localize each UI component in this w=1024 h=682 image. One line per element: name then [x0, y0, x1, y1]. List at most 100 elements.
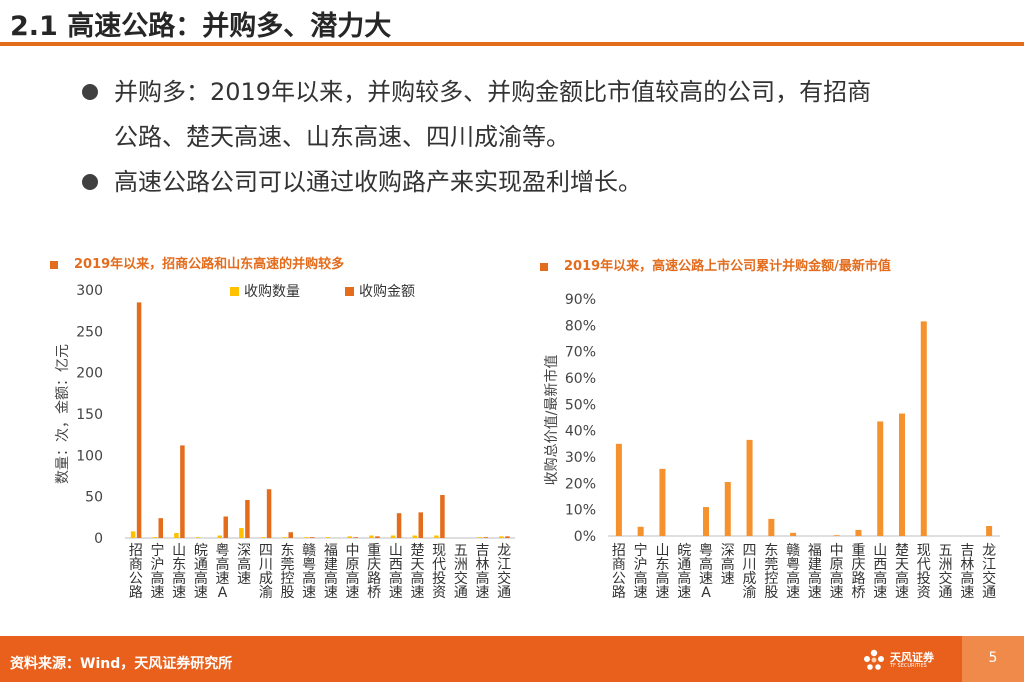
x-category-label: 建 [324, 557, 338, 573]
x-category-label: 代 [432, 557, 446, 573]
y-tick-label: 70% [565, 345, 596, 361]
y-tick-label: 40% [565, 424, 596, 440]
bar-amount [375, 536, 380, 538]
page-number-box: 5 [962, 636, 1024, 682]
x-category-label: 通 [939, 585, 953, 601]
bullet-item-1: 并购多：2019年以来，并购较多、并购金额比市值较高的公司，有招商 公路、楚天高… [82, 70, 982, 160]
bar-count [347, 536, 352, 538]
x-category-label: 桥 [367, 585, 381, 601]
y-tick-label: 20% [565, 476, 596, 492]
x-category-label: 速 [721, 571, 735, 587]
y-tick-label: 300 [76, 283, 103, 299]
bar-amount [483, 537, 488, 538]
bar-ratio [746, 439, 753, 536]
x-category-label: 高 [960, 570, 974, 587]
bar-ratio [790, 532, 797, 536]
x-category-label: 速 [194, 585, 208, 601]
x-category-label: 通 [194, 557, 208, 573]
x-category-label: 速 [389, 585, 403, 601]
x-category-label: 天 [411, 557, 425, 573]
x-category-label: 通 [454, 585, 468, 601]
x-category-label: 五 [454, 543, 468, 559]
title-underline [0, 42, 1024, 46]
y-axis-label: 收购总价值/最新市值 [543, 355, 560, 486]
x-category-label: 高 [216, 556, 230, 573]
x-category-label: 深 [237, 543, 251, 559]
x-category-label: 莞 [281, 557, 295, 573]
x-category-label: 楚 [411, 543, 425, 559]
y-tick-label: 250 [76, 324, 103, 340]
chart-2-title: 2019年以来，高速公路上市公司累计并购金额/最新市值 [540, 255, 891, 274]
x-category-label: 控 [764, 571, 778, 587]
x-category-label: 粤 [302, 557, 316, 573]
x-category-label: 高 [389, 570, 403, 587]
bar-count [434, 535, 439, 538]
x-category-label: 沪 [634, 557, 648, 573]
y-tick-label: 30% [565, 450, 596, 466]
x-category-label: 高 [172, 570, 186, 587]
y-tick-label: 10% [565, 503, 596, 519]
x-category-label: 股 [764, 585, 778, 601]
x-category-label: 现 [917, 543, 931, 559]
x-category-label: 商 [612, 557, 626, 573]
bar-amount [396, 513, 402, 538]
x-category-label: 五 [939, 543, 953, 559]
x-category-label: 路 [129, 585, 143, 601]
x-category-label: 成 [259, 571, 273, 587]
bar-amount [505, 536, 510, 538]
bullet-dot-icon [82, 174, 98, 190]
y-tick-label: 90% [565, 292, 596, 308]
bar-count [217, 535, 222, 538]
x-category-label: 中 [346, 543, 360, 559]
bar-ratio [768, 518, 775, 536]
x-category-label: 高 [324, 570, 338, 587]
bar-count [130, 531, 136, 538]
brand-name: 天风证券 [890, 651, 934, 664]
x-category-label: 速 [216, 571, 230, 587]
x-category-label: 莞 [764, 557, 778, 573]
x-category-label: 控 [281, 571, 295, 587]
bar-amount [245, 499, 250, 538]
y-tick-label: 100 [76, 448, 103, 464]
x-category-label: 高 [677, 570, 691, 587]
x-category-label: 楚 [895, 543, 909, 559]
legend-label: 收购数量 [244, 284, 300, 300]
x-category-label: 深 [721, 543, 735, 559]
bullet-2-line-1: 高速公路公司可以通过收购路产来实现盈利增长。 [114, 168, 642, 196]
x-category-label: 高 [476, 570, 490, 587]
chart-1-acquisitions: 300250200150100500数量：次，金额：亿元招商公路宁沪高速山东高速… [55, 283, 515, 601]
bullet-1-line-2: 公路、楚天高速、山东高速、四川成渝等。 [114, 123, 570, 151]
x-category-label: 高 [346, 570, 360, 587]
x-category-label: 福 [324, 543, 338, 559]
bar-count [499, 536, 504, 538]
x-category-label: 成 [743, 571, 757, 587]
page-title: 2.1 高速公路：并购多、潜力大 [10, 11, 392, 42]
x-category-label: 高 [699, 556, 713, 573]
x-category-label: 东 [281, 543, 295, 559]
x-category-label: 速 [237, 571, 251, 587]
chart-1-title-text: 2019年以来，招商公路和山东高速的并购较多 [74, 257, 345, 272]
bar-count [195, 537, 201, 538]
chart-1-title: 2019年以来，招商公路和山东高速的并购较多 [50, 253, 344, 272]
x-category-label: 速 [655, 585, 669, 601]
x-category-label: 庆 [367, 557, 381, 573]
x-category-label: 粤 [786, 557, 800, 573]
x-category-label: 江 [497, 557, 511, 573]
x-category-label: 山 [873, 543, 887, 559]
chart-2-title-text: 2019年以来，高速公路上市公司累计并购金额/最新市值 [564, 259, 891, 274]
x-category-label: 四 [259, 543, 273, 559]
x-category-label: 交 [939, 570, 953, 587]
x-category-label: 速 [677, 585, 691, 601]
square-bullet-icon [50, 260, 58, 269]
x-category-label: 速 [324, 585, 338, 601]
bar-count [412, 535, 417, 538]
x-category-label: 高 [895, 570, 909, 587]
x-category-label: 速 [476, 585, 490, 601]
legend-swatch [230, 287, 239, 296]
x-category-label: 公 [129, 571, 143, 587]
x-category-label: 高 [721, 556, 735, 573]
x-category-label: 现 [432, 543, 446, 559]
x-category-label: 川 [743, 557, 757, 573]
x-category-label: 交 [454, 570, 468, 587]
page-number: 5 [988, 650, 998, 666]
